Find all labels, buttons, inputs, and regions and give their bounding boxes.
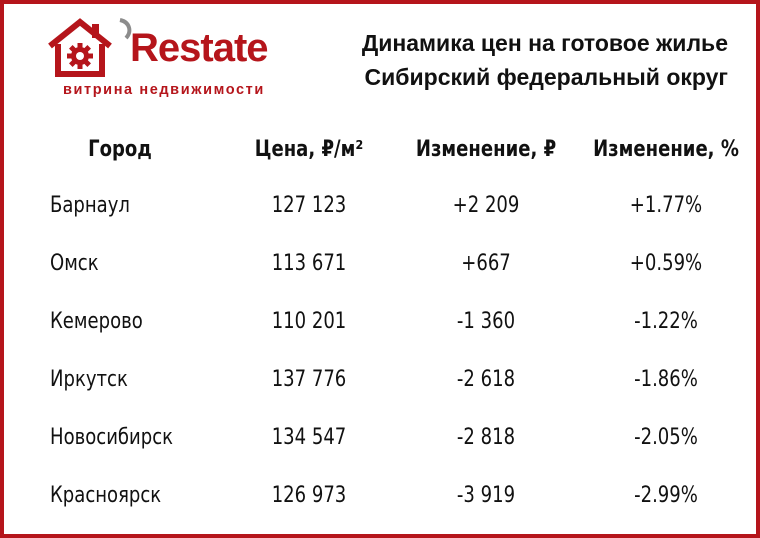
- brand-wordmark: Restate: [130, 26, 269, 70]
- change-pct-cell: +1.77%: [629, 193, 703, 218]
- city-cell: Кемерово: [50, 309, 143, 334]
- table-row: Красноярск 126 973 -3 919 -2.99%: [4, 468, 756, 526]
- table-row: Барнаул 127 123 +2 209 +1.77%: [4, 178, 756, 236]
- table-header: Город Цена, ₽/м² Изменение, ₽ Изменение,…: [4, 122, 756, 178]
- column-header-price: Цена, ₽/м²: [254, 137, 364, 162]
- city-cell: Омск: [50, 251, 99, 276]
- column-header-city: Город: [88, 137, 152, 162]
- column-header-change-rub: Изменение, ₽: [415, 137, 557, 162]
- title-line-1: Динамика цен на готовое жилье: [361, 30, 728, 56]
- chart-title: Динамика цен на готовое жилье Сибирский …: [362, 26, 728, 94]
- change-rub-cell: +667: [461, 251, 511, 276]
- change-rub-cell: -2 818: [456, 425, 516, 450]
- city-cell: Иркутск: [50, 367, 128, 392]
- price-cell: 134 547: [271, 425, 347, 450]
- city-cell: Барнаул: [50, 193, 130, 218]
- change-pct-cell: -2.05%: [634, 425, 698, 450]
- change-rub-cell: +2 209: [452, 193, 520, 218]
- table-row: Омск 113 671 +667 +0.59%: [4, 236, 756, 294]
- change-pct-cell: +0.59%: [629, 251, 703, 276]
- change-rub-cell: -1 360: [456, 309, 516, 334]
- price-cell: 137 776: [271, 367, 347, 392]
- table-row: Новосибирск 134 547 -2 818 -2.05%: [4, 410, 756, 468]
- price-cell: 126 973: [271, 483, 347, 508]
- table-row: Кемерово 110 201 -1 360 -1.22%: [4, 294, 756, 352]
- change-rub-cell: -3 919: [456, 483, 516, 508]
- column-header-change-pct: Изменение, %: [593, 137, 739, 162]
- brand-tagline: витрина недвижимости: [63, 82, 265, 98]
- change-rub-cell: -2 618: [456, 367, 516, 392]
- change-pct-cell: -1.86%: [634, 367, 698, 392]
- table-row: Иркутск 137 776 -2 618 -1.86%: [4, 352, 756, 410]
- city-cell: Новосибирск: [50, 425, 174, 450]
- city-cell: Красноярск: [50, 483, 162, 508]
- restate-logo: Restate витрина недвижимости: [46, 16, 316, 106]
- price-cell: 110 201: [271, 309, 347, 334]
- price-cell: 113 671: [271, 251, 347, 276]
- price-table: Город Цена, ₽/м² Изменение, ₽ Изменение,…: [4, 122, 756, 526]
- house-gear-icon: [48, 18, 132, 77]
- price-cell: 127 123: [271, 193, 347, 218]
- title-line-2: Сибирский федеральный округ: [364, 64, 728, 90]
- change-pct-cell: -1.22%: [634, 309, 698, 334]
- change-pct-cell: -2.99%: [634, 483, 698, 508]
